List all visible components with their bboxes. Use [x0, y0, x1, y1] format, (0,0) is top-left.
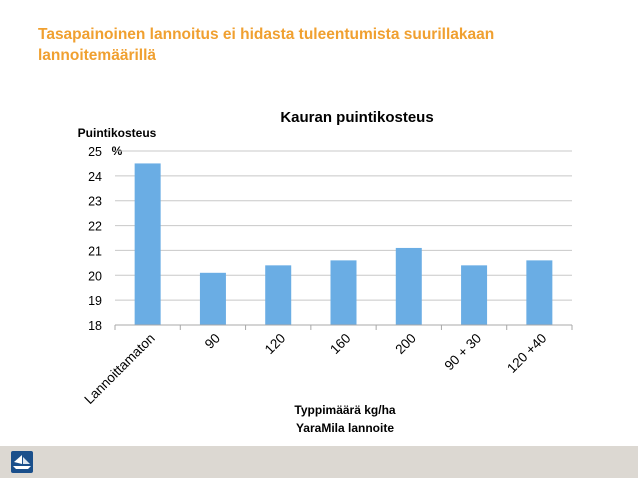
bar [134, 163, 161, 325]
x-tick-label: 160 [327, 331, 354, 358]
y-tick-label: 18 [88, 319, 102, 333]
bar [395, 247, 422, 325]
bar [199, 272, 226, 325]
x-tick-label: Lannoittamaton [81, 331, 157, 407]
y-tick-label: 24 [88, 170, 102, 184]
y-tick-label: 22 [88, 220, 102, 234]
y-tick-label: 20 [88, 269, 102, 283]
y-tick-label: 21 [88, 244, 102, 258]
bar [330, 260, 357, 325]
slide-title: Tasapainoinen lannoitus ei hidasta tulee… [38, 26, 495, 64]
y-axis-label-line1: Puintikosteus [78, 126, 157, 140]
bar [526, 260, 553, 325]
x-tick-label: 200 [392, 331, 419, 358]
y-tick-label: 25 [88, 145, 102, 159]
x-tick-label: 90 + 30 [441, 331, 484, 374]
x-tick-label: 120 +40 [504, 331, 549, 376]
bar [461, 265, 488, 325]
y-tick-label: 19 [88, 294, 102, 308]
x-tick-label: 90 [202, 331, 223, 352]
yara-ship-icon [11, 451, 33, 473]
footer-bar [0, 446, 638, 478]
x-axis-label-line2: YaraMila lannoite [296, 421, 394, 435]
bar-chart: Kauran puintikosteus Puintikosteus % 181… [78, 109, 573, 435]
x-axis-label-line1: Typpimäärä kg/ha [294, 403, 395, 417]
bar [265, 265, 292, 325]
x-tick-label: 120 [262, 331, 289, 358]
y-tick-label: 23 [88, 195, 102, 209]
chart-title: Kauran puintikosteus [280, 109, 433, 126]
